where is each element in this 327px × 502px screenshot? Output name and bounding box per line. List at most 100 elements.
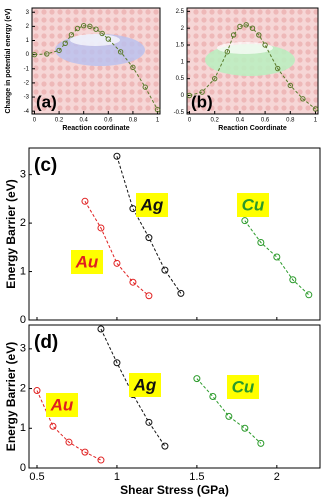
x-tick-label: 1	[114, 471, 120, 483]
x-tick-label: 1.5	[189, 471, 204, 483]
data-point	[209, 393, 217, 400]
y-axis-label: Energy Barrier (eV)	[4, 342, 18, 451]
y-tick-label: 2	[181, 26, 185, 32]
data-point	[97, 456, 105, 464]
data-point	[130, 64, 136, 71]
data-point	[62, 40, 68, 47]
y-tick-label: -4	[24, 109, 30, 115]
data-point	[49, 422, 57, 430]
plot-frame	[28, 147, 321, 321]
data-point	[142, 84, 148, 90]
plot-frame	[31, 7, 161, 115]
y-tick-label: -1	[24, 66, 30, 72]
x-tick-label: 0.5	[29, 471, 44, 483]
data-point	[113, 152, 121, 160]
y-tick-label: 1	[181, 59, 185, 65]
y-tick-label: -2	[24, 80, 30, 86]
y-tick-label: 1	[20, 422, 26, 434]
y-tick-label: -3	[24, 95, 30, 101]
data-point	[186, 92, 193, 99]
data-point	[237, 23, 243, 30]
data-point	[300, 96, 306, 102]
x-tick-label: 0.6	[261, 118, 270, 124]
data-point	[93, 26, 99, 32]
y-tick-label: 2	[20, 217, 26, 229]
data-point	[145, 234, 153, 242]
x-axis-label: Reaction coordinate	[62, 125, 129, 132]
data-point	[225, 412, 233, 420]
data-point	[56, 47, 62, 54]
y-tick-label: 1.5	[176, 43, 185, 49]
y-tick-label: 3	[26, 10, 30, 16]
y-tick-label: -0.5	[174, 110, 185, 116]
series-label-box	[136, 193, 168, 217]
data-point	[161, 442, 169, 450]
data-point	[212, 75, 218, 82]
data-point	[274, 65, 281, 72]
x-tick-label: 1	[156, 118, 160, 124]
data-point	[44, 51, 50, 57]
data-point	[97, 325, 105, 333]
series-label: Cu	[242, 195, 265, 214]
x-tick-label: 0.8	[286, 118, 295, 124]
y-tick-label: 0	[20, 462, 26, 474]
plot-frame	[28, 324, 321, 469]
y-tick-label: 2	[20, 382, 26, 394]
series-label-box	[129, 373, 161, 397]
series-label: Au	[50, 395, 74, 414]
x-tick-label: 0.6	[104, 118, 113, 124]
x-tick-label: 0.4	[80, 118, 89, 124]
atom-row	[70, 34, 120, 46]
series-line	[34, 25, 158, 110]
data-point	[33, 387, 41, 395]
x-axis-label: Reaction Coordinate	[218, 125, 287, 132]
data-point	[81, 197, 89, 205]
data-point	[257, 439, 265, 447]
data-point	[161, 266, 169, 274]
y-axis-label: Change in potential energy (eV)	[5, 8, 12, 113]
plot-frame	[186, 7, 319, 115]
data-point	[287, 82, 293, 89]
series-line	[189, 24, 316, 110]
panel-label: (c)	[34, 155, 57, 176]
data-point	[65, 438, 73, 446]
x-tick-label: 2	[274, 471, 280, 483]
data-point	[177, 289, 185, 297]
data-point	[68, 32, 75, 38]
data-point	[145, 292, 153, 300]
data-point	[230, 32, 237, 38]
y-tick-label: 2	[26, 24, 30, 30]
data-point	[241, 217, 249, 225]
y-tick-label: 0.5	[176, 76, 185, 82]
series-label: Cu	[232, 377, 255, 396]
series-label: Ag	[140, 195, 164, 214]
data-point	[256, 32, 262, 38]
series-label-box	[237, 193, 269, 217]
series-line	[84, 201, 150, 297]
data-point	[289, 276, 297, 284]
panel-label: (b)	[191, 92, 213, 111]
data-point	[81, 448, 89, 456]
x-axis-label: Shear Stress (GPa)	[120, 483, 229, 497]
data-point	[312, 106, 319, 112]
data-point	[257, 238, 265, 246]
series-label-box	[71, 250, 103, 274]
data-point	[262, 42, 268, 48]
series-label-box	[46, 393, 78, 417]
data-point	[273, 253, 281, 261]
series-line	[244, 220, 310, 296]
data-point	[117, 49, 124, 55]
series-label-box	[227, 375, 259, 399]
data-point	[224, 49, 231, 55]
y-axis-label: Energy Barrier (eV)	[4, 179, 18, 288]
data-point	[145, 418, 153, 426]
x-tick-label: 0	[188, 118, 192, 124]
data-point	[193, 375, 201, 383]
series-label: Ag	[133, 375, 157, 394]
data-point	[199, 89, 205, 95]
y-tick-label: 3	[20, 169, 26, 181]
data-point	[243, 22, 249, 28]
x-tick-label: 0.2	[55, 118, 64, 124]
data-point	[154, 107, 161, 113]
